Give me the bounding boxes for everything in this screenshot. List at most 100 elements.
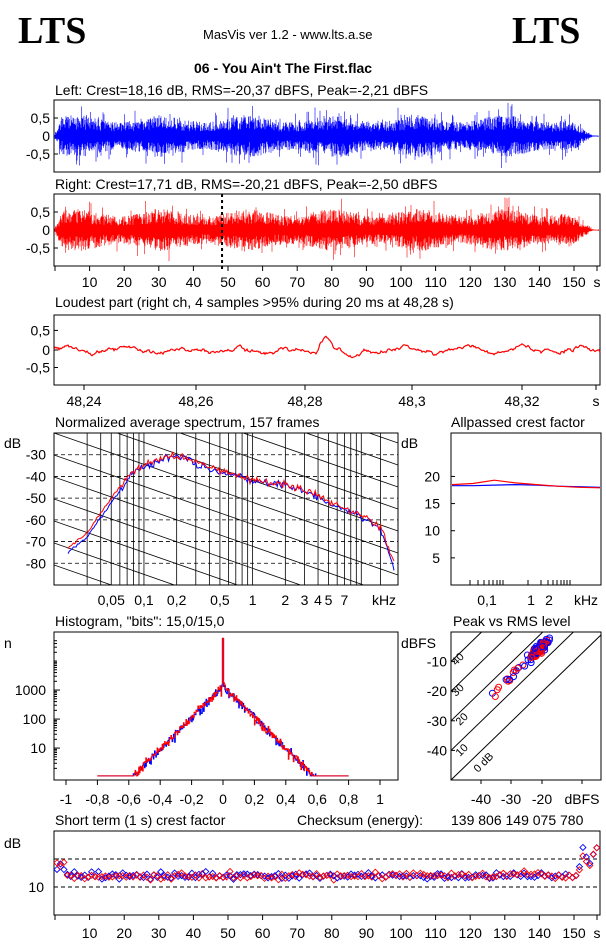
- histogram-xtick-label: -0,2: [180, 791, 204, 807]
- spectrum-slope-line: [54, 564, 113, 585]
- spectrum-slope-line: [241, 433, 398, 488]
- short-term-crest-point: [454, 874, 462, 882]
- peak-vs-rms-point: [533, 651, 541, 659]
- short-term-crest-point: [402, 872, 411, 880]
- short-term-crest-point: [350, 871, 359, 879]
- short-term-crest-point: [139, 871, 148, 879]
- histogram-xtick-label: 1: [376, 791, 384, 807]
- short-term-crest-point: [115, 875, 123, 883]
- spectrum-title: Normalized average spectrum, 157 frames: [55, 414, 320, 430]
- short-term-crest-point: [226, 872, 234, 880]
- short-term-crest-point: [586, 859, 594, 867]
- spectrum-ytick-label: -60: [26, 512, 46, 528]
- short-term-crest-xtick-label: 20: [116, 925, 132, 941]
- spectrum-slope-line: [54, 498, 302, 585]
- short-term-crest-xtick-label: 60: [255, 925, 271, 941]
- spectrum-plot: [54, 433, 398, 773]
- short-term-crest-point: [56, 860, 65, 868]
- spectrum-slope-line: [54, 653, 398, 773]
- spectrum-ytick-label: -50: [26, 490, 46, 506]
- waveform-right-xtick-label: s: [594, 274, 601, 290]
- allpass-crest-xtick-label: 1: [527, 592, 535, 608]
- waveform-right-xtick-label: 60: [255, 274, 271, 290]
- short-term-crest-xtick-label: 90: [359, 925, 375, 941]
- short-term-crest-point: [420, 873, 428, 882]
- histogram-xtick-label: 0,6: [307, 791, 327, 807]
- spectrum-series-right: [67, 451, 395, 562]
- allpass-crest-ytick-label: 10: [424, 523, 440, 539]
- short-term-crest-point: [81, 871, 89, 879]
- peak-vs-rms-crest-label: 0 dB: [472, 751, 496, 775]
- short-term-crest-point: [160, 871, 168, 880]
- short-term-crest-point: [67, 871, 75, 879]
- short-term-crest-frame: [53, 830, 601, 916]
- short-term-crest-point: [143, 870, 151, 878]
- spectrum-slope-line: [54, 476, 365, 585]
- short-term-crest-point: [316, 873, 324, 881]
- short-term-crest-point: [60, 865, 68, 874]
- lts-logo-right: LTS: [512, 10, 581, 52]
- short-term-crest-point: [312, 870, 321, 878]
- short-term-crest-point: [537, 870, 546, 878]
- short-term-crest-point: [195, 870, 203, 878]
- loudest-part-xtick-label: 48,26: [178, 393, 213, 409]
- peak-vs-rms-crest-line: [451, 632, 544, 722]
- short-term-crest-xtick-label: 40: [186, 925, 202, 941]
- waveform-right-xtick-label: 110: [424, 274, 447, 290]
- short-term-crest-point: [433, 871, 442, 880]
- loudest-part-xtick-label: 48,3: [398, 393, 425, 409]
- loudest-part-xtick-label: 48,24: [66, 393, 101, 409]
- short-term-crest-point: [492, 869, 501, 877]
- waveform-right-xtick-label: 50: [220, 274, 236, 290]
- short-term-crest-point: [153, 872, 161, 880]
- short-term-crest-point: [205, 873, 213, 881]
- peak-vs-rms-title: Peak vs RMS level: [453, 613, 571, 629]
- peak-vs-rms-xtick-label: -30: [501, 791, 521, 807]
- peak-vs-rms-xtick-label: dBFS: [564, 791, 599, 807]
- short-term-crest-xtick-label: 130: [493, 925, 517, 941]
- waveform-right-ytick-label: 0,5: [31, 204, 51, 220]
- short-term-crest-point: [233, 872, 241, 880]
- short-term-crest-point: [302, 871, 310, 879]
- histogram-xtick-label: -0,8: [85, 791, 109, 807]
- allpass-crest-title: Allpassed crest factor: [451, 414, 585, 430]
- spectrum-slope-line: [54, 609, 398, 729]
- spectrum-xtick-label: 0,1: [134, 592, 154, 608]
- short-term-crest-xtick-label: 110: [424, 925, 447, 941]
- waveform-right-xtick-label: 80: [324, 274, 340, 290]
- short-term-crest-point: [541, 872, 549, 880]
- waveform-right-ytick-label: 0: [42, 222, 50, 238]
- short-term-crest-point: [378, 871, 386, 879]
- short-term-crest-point: [333, 870, 341, 878]
- checksum-label: Checksum (energy):: [297, 812, 424, 828]
- spectrum-ylabel: dB: [4, 435, 21, 451]
- peak-vs-rms-frame: [450, 631, 602, 781]
- short-term-crest-point: [122, 873, 130, 881]
- peak-vs-rms-point: [538, 646, 546, 654]
- spectrum-xtick-label: 2: [281, 592, 289, 608]
- loudest-part-xtick-label: s: [593, 393, 600, 409]
- short-term-crest-xtick-label: 100: [389, 925, 413, 941]
- loudest-part-xtick-label: 48,32: [504, 393, 539, 409]
- peak-vs-rms-point: [539, 639, 547, 647]
- spectrum-xtick-label: 3: [301, 592, 309, 608]
- short-term-crest-point: [240, 871, 248, 880]
- short-term-crest-point: [347, 872, 355, 881]
- short-term-crest-point: [586, 861, 594, 870]
- short-term-crest-point: [551, 874, 559, 883]
- short-term-crest-point: [361, 872, 369, 881]
- short-term-crest-point: [146, 875, 155, 883]
- loudest-part-title: Loudest part (right ch, 4 samples >95% d…: [55, 294, 454, 310]
- short-term-crest-point: [485, 874, 494, 883]
- loudest-part-ytick-label: -0,5: [26, 360, 50, 376]
- short-term-crest-point: [247, 871, 255, 880]
- spectrum-slope-line: [305, 433, 398, 466]
- short-term-crest-xtick-label: 70: [289, 925, 305, 941]
- short-term-crest-point: [458, 869, 466, 878]
- short-term-crest-point: [454, 870, 462, 879]
- right-channel-stats: Right: Crest=17,71 dB, RMS=-20,21 dBFS, …: [55, 176, 438, 192]
- short-term-crest-point: [119, 872, 127, 880]
- spectrum-slope-line: [368, 433, 398, 444]
- short-term-crest-point: [582, 857, 591, 866]
